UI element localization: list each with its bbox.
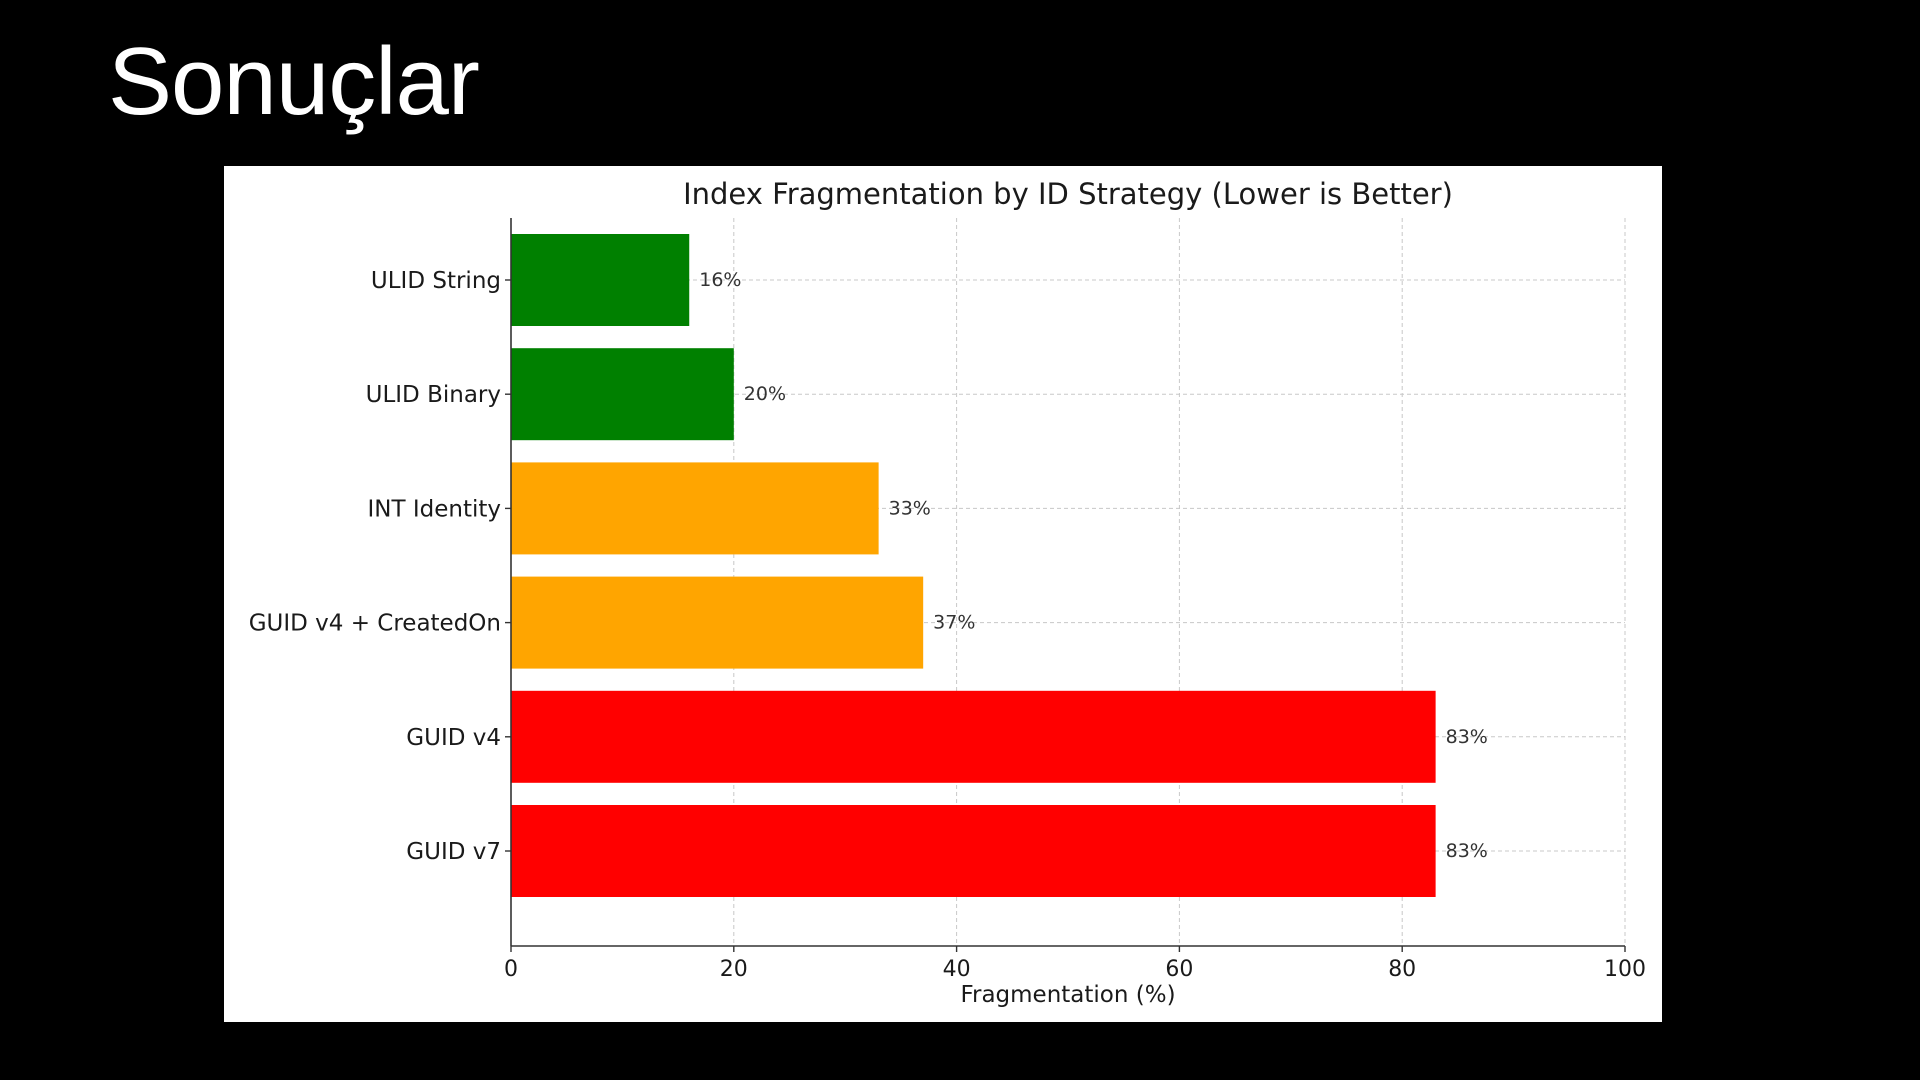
category-label: INT Identity xyxy=(368,496,502,522)
category-label: ULID Binary xyxy=(366,382,501,408)
category-label: GUID v7 xyxy=(406,839,501,865)
chart-panel: 0 20 40 60 80 100 ULID String ULID Binary INT Id… xyxy=(224,166,1662,1022)
x-tick-label: 0 xyxy=(504,957,518,982)
data-label: 16% xyxy=(699,269,741,291)
bar xyxy=(511,576,924,669)
chart-title: Index Fragmentation by ID Strategy (Lowe… xyxy=(683,177,1453,211)
x-tick-label: 40 xyxy=(943,957,971,982)
value-labels: 16% 20% 33% 37% 83% 83% xyxy=(699,269,1488,862)
data-label: 83% xyxy=(1446,726,1488,748)
bars xyxy=(511,234,1436,897)
axes: 0 20 40 60 80 100 ULID String ULID Binary INT Id… xyxy=(249,218,1646,982)
bar xyxy=(511,234,690,326)
data-label: 83% xyxy=(1446,840,1488,862)
data-label: 37% xyxy=(933,612,975,634)
bar-chart: 0 20 40 60 80 100 ULID String ULID Binary INT Id… xyxy=(249,177,1646,1008)
data-label: 33% xyxy=(889,497,931,519)
x-axis-label: Fragmentation (%) xyxy=(960,982,1175,1008)
bar xyxy=(511,690,1436,783)
data-label: 20% xyxy=(744,383,786,405)
bar xyxy=(511,805,1436,897)
category-label: ULID String xyxy=(371,268,501,294)
bar xyxy=(511,462,879,555)
category-label: GUID v4 + CreatedOn xyxy=(249,611,501,637)
category-label: GUID v4 xyxy=(406,725,501,751)
x-tick-label: 100 xyxy=(1604,957,1646,982)
bar xyxy=(511,348,734,441)
x-tick-label: 60 xyxy=(1165,957,1193,982)
x-tick-label: 80 xyxy=(1388,957,1416,982)
slide-title: Sonuçlar xyxy=(108,28,480,135)
x-tick-label: 20 xyxy=(720,957,748,982)
